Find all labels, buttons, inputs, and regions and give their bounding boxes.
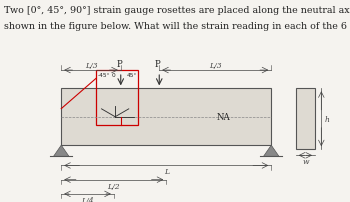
Text: shown in the figure below. What will the strain reading in each of the 6 gauges : shown in the figure below. What will the… — [4, 22, 350, 31]
Text: L/3: L/3 — [209, 62, 222, 70]
Polygon shape — [264, 145, 279, 157]
Text: -45°: -45° — [98, 73, 111, 78]
Polygon shape — [54, 145, 69, 157]
Text: L/3: L/3 — [85, 62, 97, 70]
Text: P: P — [116, 60, 122, 69]
Text: P: P — [155, 60, 160, 69]
Bar — [61, 89, 271, 145]
Text: w: w — [302, 158, 309, 165]
Text: h: h — [325, 115, 330, 123]
Text: L/4: L/4 — [81, 196, 94, 202]
Text: L/2: L/2 — [107, 182, 120, 190]
Text: NA: NA — [217, 113, 231, 122]
Text: 45°: 45° — [127, 73, 137, 78]
Text: L: L — [164, 168, 169, 176]
Text: 0: 0 — [112, 73, 116, 78]
Text: Two [0°, 45°, 90°] strain gauge rosettes are placed along the neutral axis of a : Two [0°, 45°, 90°] strain gauge rosettes… — [4, 6, 350, 15]
Bar — [296, 89, 315, 149]
Bar — [96, 71, 138, 125]
